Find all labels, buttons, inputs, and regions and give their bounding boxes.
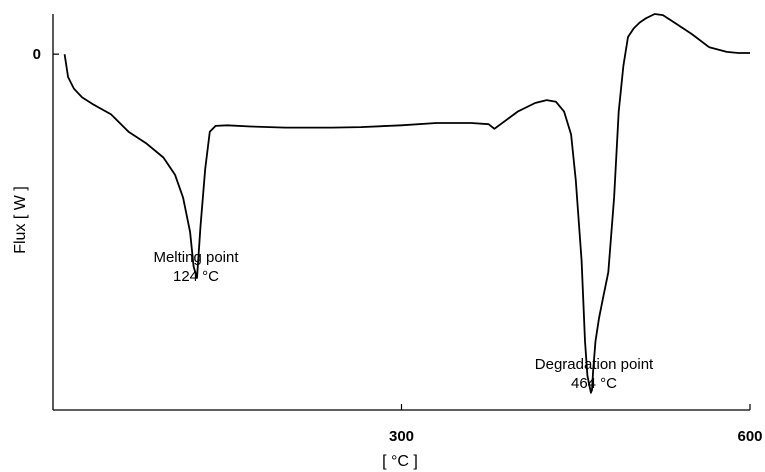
flux-curve: [63, 13, 750, 394]
x-tick-label: 300: [389, 428, 414, 445]
annotation-degradation: Degradation point 464 °C: [535, 356, 654, 392]
annotation-degradation-value: 464 °C: [571, 375, 617, 392]
annotation-melting-value: 124 °C: [173, 268, 219, 285]
y-axis-title: Flux [ W ]: [12, 186, 29, 254]
y-tick-label: 0: [33, 46, 41, 63]
y-ticks: 0: [33, 46, 59, 63]
x-tick-label: 600: [737, 428, 762, 445]
x-axis-title: [ °C ]: [382, 453, 418, 470]
annotation-melting: Melting point 124 °C: [153, 249, 239, 285]
annotation-degradation-label: Degradation point: [535, 356, 654, 373]
plot-frame: [52, 14, 750, 411]
annotation-melting-label: Melting point: [153, 249, 239, 266]
x-ticks: 300 600: [389, 404, 763, 445]
